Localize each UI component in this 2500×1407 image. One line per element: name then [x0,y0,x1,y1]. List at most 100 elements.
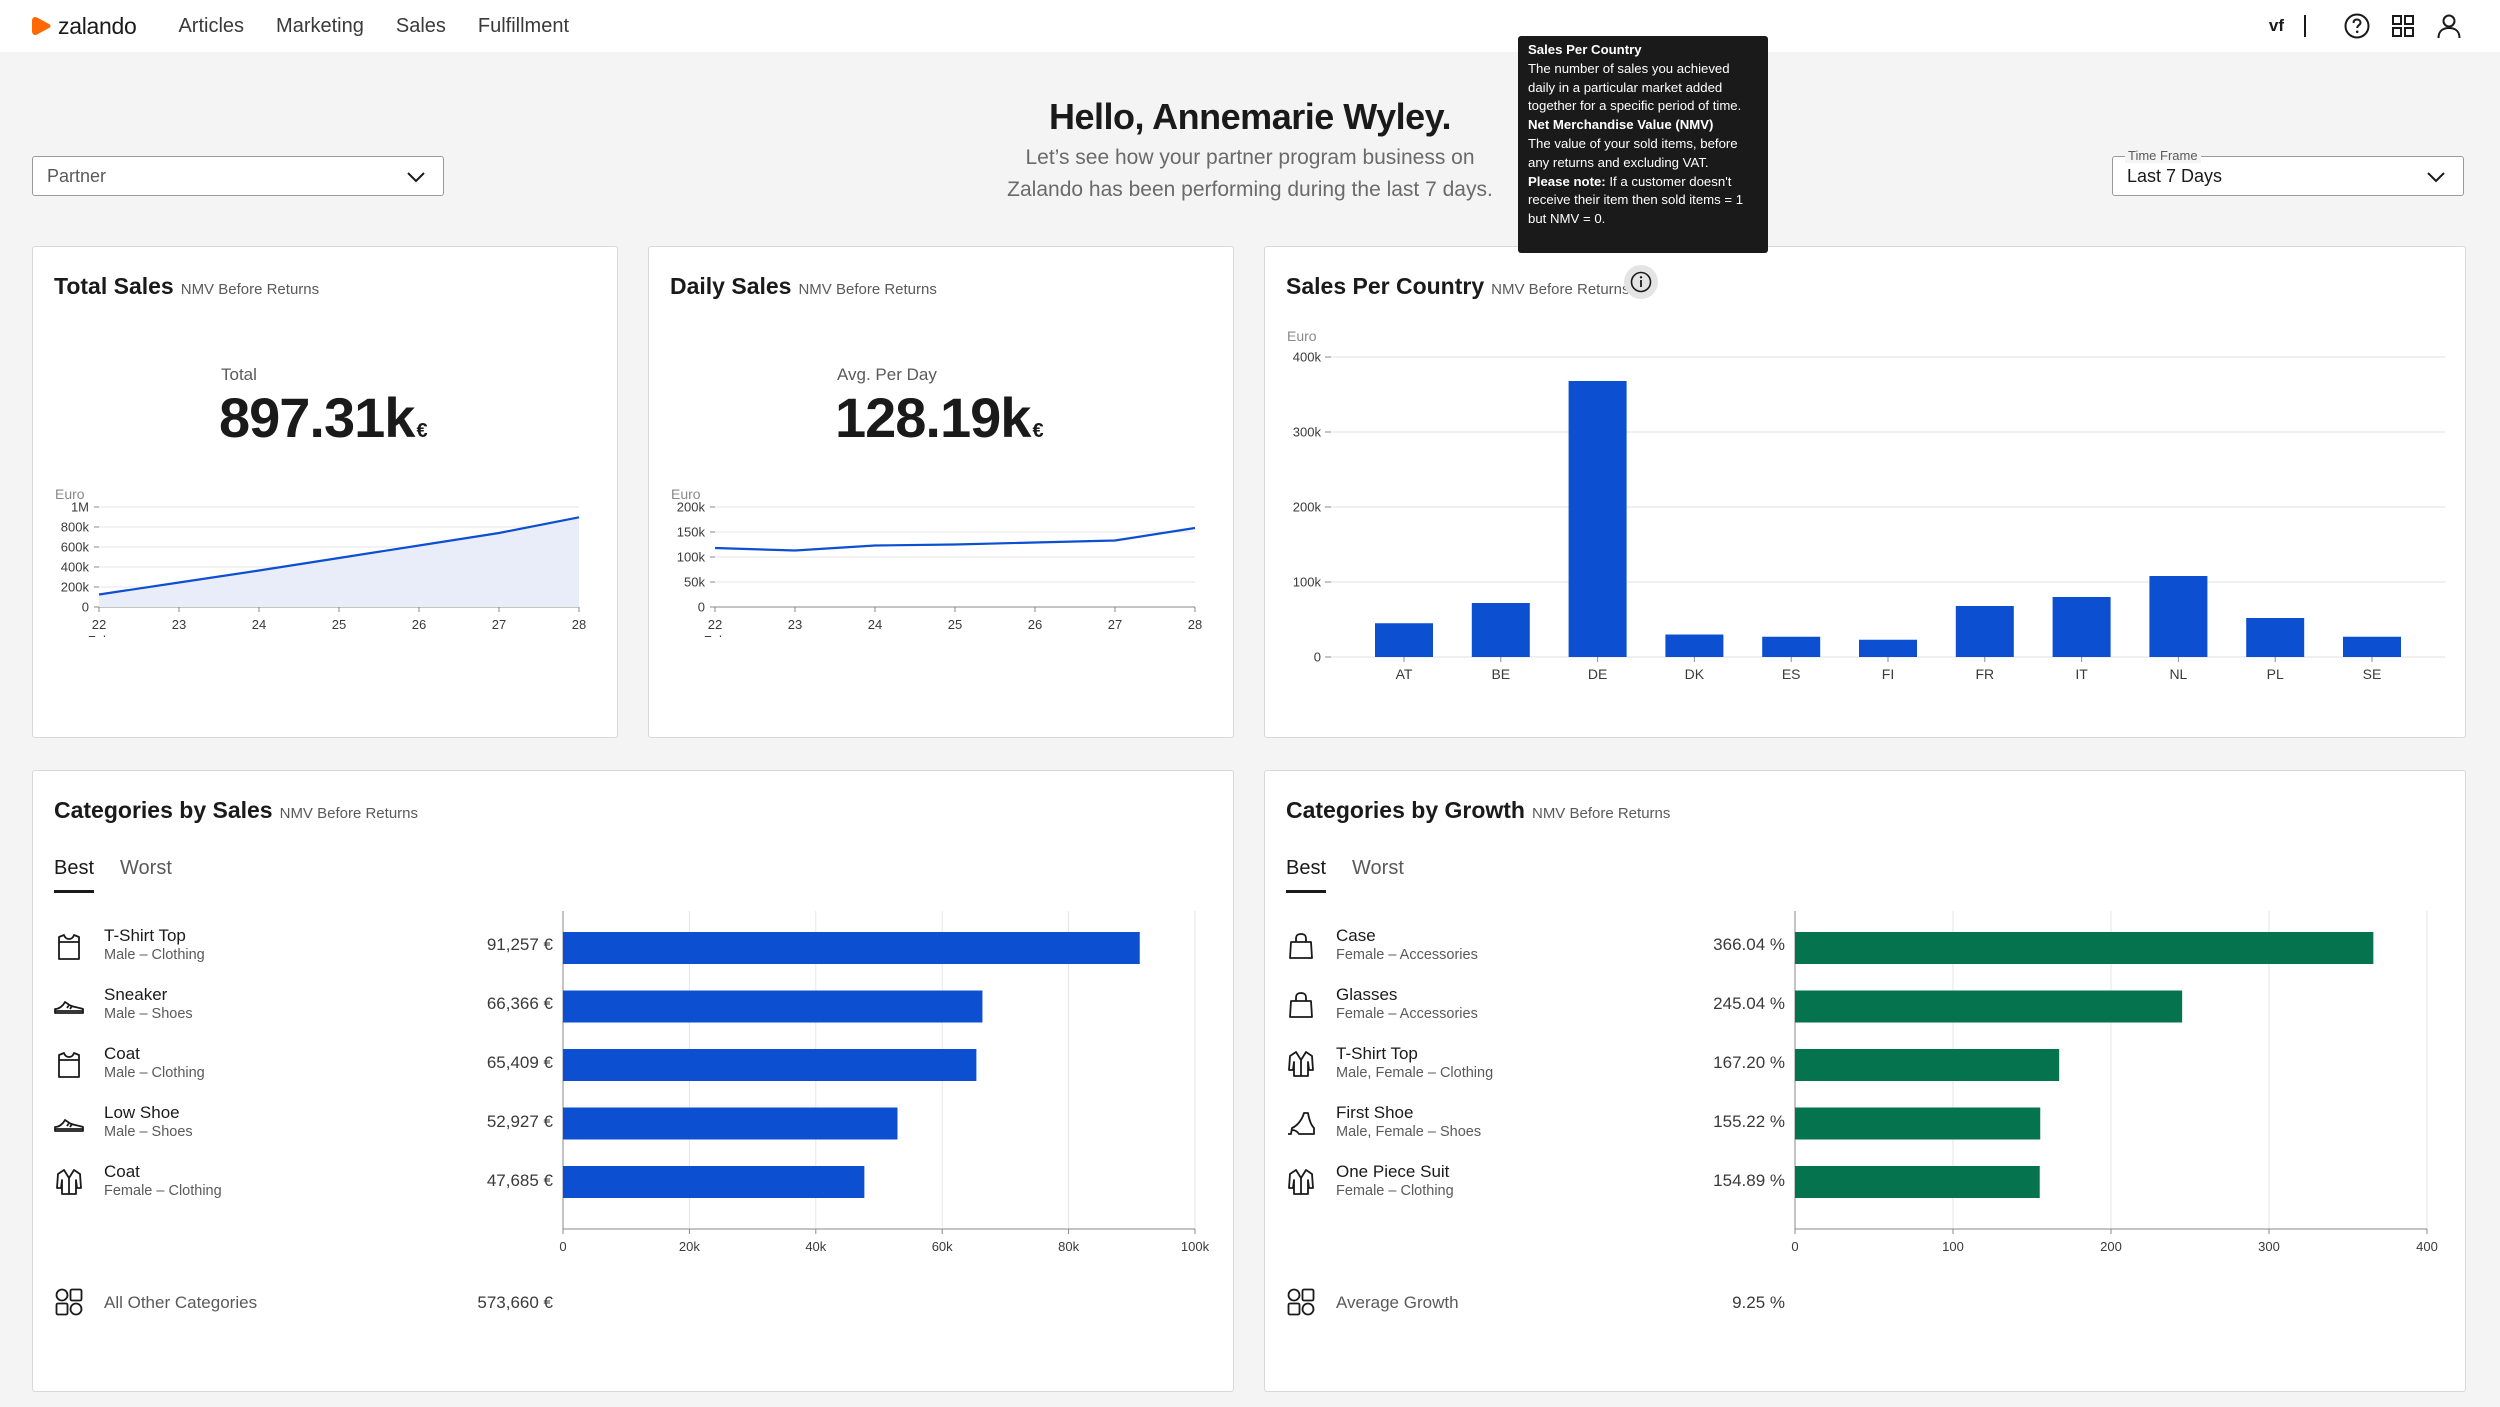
category-row: T-Shirt Top Male, Female – Clothing 167.20… [1285,1044,1785,1088]
tooltip-heading-2: Net Merchandise Value (NMV) [1528,117,1714,133]
nav-item-articles[interactable]: Articles [178,14,245,37]
timeframe-dropdown[interactable]: Time Frame Last 7 Days [2112,148,2464,196]
x-tick-label: 26 [1028,617,1042,632]
y-tick-label: 200k [677,500,706,515]
daily-sales-card: Daily Sales NMV Before Returns Avg. Per … [648,246,1234,738]
footer-value: 573,660 € [477,1293,553,1312]
category-value: 245.04 % [1713,994,1785,1013]
zalando-logo-icon [32,17,51,35]
bar [563,932,1140,964]
partner-dropdown[interactable]: Partner [32,156,444,196]
x-tick-label: 0 [559,1239,566,1251]
category-name: Low Shoe [104,1103,180,1122]
card-title: Categories by Sales [54,797,273,823]
category-value: 366.04 % [1713,935,1785,954]
bar-se [2343,636,2401,657]
tab-worst[interactable]: Worst [1352,857,1404,879]
category-row: One Piece Suit Female – Clothing 154.89 % [1285,1162,1785,1206]
tabs: Best Worst [54,857,198,893]
card-subtitle: NMV Before Returns [180,281,320,298]
bar-at [1375,623,1433,657]
coat-icon [56,1169,82,1195]
category-value: 91,257 € [486,935,553,954]
sneaker-icon [54,1119,84,1132]
category-name: Sneaker [104,985,168,1004]
footer-row: Average Growth 9.25 % [1285,1286,1785,1320]
x-tick-label: 25 [332,617,346,632]
tab-best[interactable]: Best [54,857,95,893]
tab-worst[interactable]: Worst [120,857,172,879]
category-value: 155.22 % [1713,1112,1785,1131]
y-tick-label: 300k [1293,425,1322,440]
tabs: Best Worst [1286,857,1430,893]
category-row: Glasses Female – Accessories 245.04 % [1285,985,1785,1029]
category-value: 66,366 € [486,994,553,1013]
tooltip-text-1: The number of sales you achieved daily i… [1528,60,1742,114]
x-tick-label: PL [2267,666,2284,682]
category-row: Coat Male – Clothing 65,409 € [53,1044,553,1088]
nav-item-fulfillment[interactable]: Fulfillment [477,14,570,37]
greeting-line-2: Zalando has been performing during the l… [1007,178,1493,201]
card-title: Categories by Growth [1286,797,1525,823]
category-name: First Shoe [1336,1103,1414,1122]
nav-item-marketing[interactable]: Marketing [276,14,364,37]
y-axis-label: Euro [671,486,701,502]
y-tick-label: 1M [71,500,89,515]
category-row: Case Female – Accessories 366.04 % [1285,926,1785,970]
x-tick-label: BE [1491,666,1510,682]
category-name: Glasses [1336,985,1398,1004]
x-tick-label: 60k [932,1239,953,1251]
y-tick-label: 100k [677,550,706,565]
footer-row: All Other Categories 573,660 € [53,1286,553,1320]
x-tick-label: DE [1588,666,1607,682]
help-icon[interactable] [2342,11,2372,41]
category-value: 154.89 % [1713,1171,1785,1190]
sneaker-icon [54,1001,84,1014]
greeting-title: Hello, Annemarie Wyley. [1049,96,1451,137]
y-tick-label: 400k [61,560,90,575]
sales-per-country-card: Sales Per Country NMV Before Returns Eur… [1264,246,2466,738]
bar-dk [1665,634,1724,657]
bar [1795,1049,2060,1081]
y-tick-label: 0 [82,600,89,615]
y-tick-label: 0 [698,600,705,615]
category-name: T-Shirt Top [1336,1044,1418,1063]
info-icon[interactable] [1624,265,1658,299]
kpi-value: 897.31k € [219,385,428,450]
category-name: One Piece Suit [1336,1162,1450,1181]
user-initials[interactable]: vf [2268,16,2284,35]
nav-item-sales[interactable]: Sales [395,14,446,37]
top-navigation-bar: zalando Articles Marketing Sales Fulfill… [0,0,2500,52]
greeting: Hello, Annemarie Wyley. Let’s see how yo… [870,96,1630,206]
sales-per-country-tooltip: Sales Per Country The number of sales yo… [1518,36,1768,253]
x-tick-label: 26 [412,617,426,632]
total-sales-chart: Euro 0 200k 400k 600k 800k 1M 22 23 24 25 26 27 28 Feb [55,486,586,637]
x-tick-label: IT [2075,666,2088,682]
kpi-unit: € [416,420,427,442]
y-axis-label: Euro [1287,328,1317,344]
x-tick-label: ES [1782,666,1801,682]
x-tick-label: 27 [1108,617,1122,632]
x-tick-label: 27 [492,617,506,632]
kpi-number: 897.31k [219,386,415,449]
zalando-logo[interactable]: zalando [32,13,137,40]
x-tick-label: 24 [868,617,882,632]
coat-icon [1288,1051,1314,1077]
category-subtitle: Male – Clothing [104,1065,205,1081]
total-sales-card: Total Sales NMV Before Returns Total 897… [32,246,618,738]
tab-best[interactable]: Best [1286,857,1327,893]
partner-dropdown-value: Partner [47,165,107,186]
card-subtitle: NMV Before Returns [279,805,418,822]
x-tick-label: 20k [679,1239,700,1251]
apps-grid-icon[interactable] [2388,11,2418,41]
user-profile-icon[interactable] [2434,11,2464,41]
category-subtitle: Female – Clothing [1336,1183,1454,1199]
x-tick-label: 25 [948,617,962,632]
bar-fr [1955,606,2014,657]
kpi-label: Avg. Per Day [837,365,937,384]
greeting-line-1: Let’s see how your partner program busin… [1025,146,1475,169]
tshirt-icon [58,1052,80,1078]
kpi-number: 128.19k [835,386,1031,449]
category-subtitle: Male – Shoes [104,1124,193,1140]
x-tick-label: 80k [1058,1239,1079,1251]
